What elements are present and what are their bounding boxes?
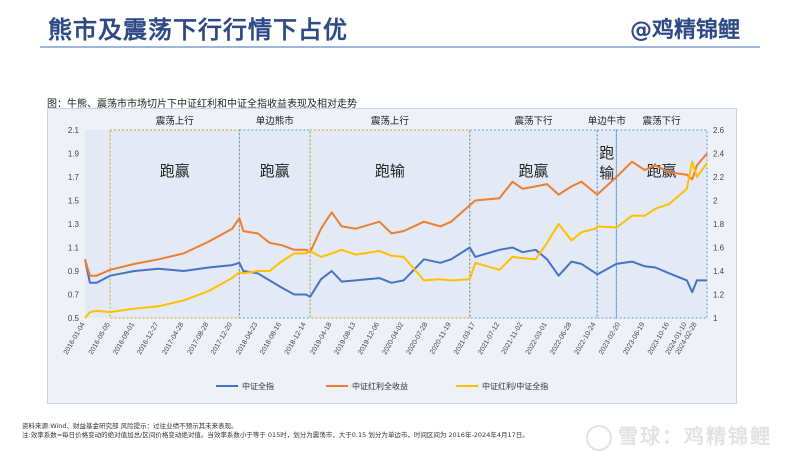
- x-tick-label: 2022-03-01: [525, 321, 549, 356]
- x-tick-label: 2017-12-20: [210, 321, 234, 356]
- header: 熊市及震荡下行行情下占优 @鸡精锦鲤: [0, 0, 800, 46]
- series-line: [84, 152, 708, 277]
- y-right-tick-label: 2.2: [713, 173, 725, 182]
- x-tick-label: 2021-11-02: [501, 321, 525, 355]
- y-right-tick-label: 1: [713, 314, 718, 323]
- region-box: [109, 129, 240, 319]
- y-right-tick-label: 2: [713, 197, 718, 206]
- region-result: 输: [599, 165, 614, 182]
- x-tick-label: 2023-02-20: [598, 321, 622, 356]
- x-tick-label: 2023-06-19: [622, 321, 646, 356]
- method-note: 注:效率系数=每日价格变动的绝对值加总/区间价格变动绝对值。当效率系数小于等于 …: [22, 431, 529, 439]
- header-divider: [40, 46, 760, 48]
- x-tick-label: 2016-01-04: [63, 321, 87, 356]
- legend-label: 中证红利/中证全指: [482, 381, 548, 391]
- region-result: 跑: [599, 145, 614, 162]
- x-tick-label: 2018-04-23: [235, 321, 259, 356]
- source-note: 资料来源:Wind、财益基金研究部 风险提示：过往业绩不预示其未来表现。: [22, 422, 238, 430]
- x-tick-label: 2022-06-28: [549, 321, 573, 356]
- region-box: [615, 129, 708, 319]
- x-tick-label: 2017-04-28: [161, 321, 185, 356]
- brand-handle: @鸡精锦鲤: [629, 18, 740, 43]
- x-tick-label: 2016-05-05: [88, 321, 112, 356]
- page-title: 熊市及震荡下行行情下占优: [48, 16, 348, 44]
- x-tick-label: 2018-12-14: [284, 321, 308, 356]
- y-right-tick-label: 1.8: [713, 220, 725, 229]
- region-result: 跑赢: [647, 163, 677, 180]
- y-left-tick-label: 1.3: [68, 220, 80, 229]
- x-tick-label: 2021-03-17: [453, 321, 477, 356]
- region-result: 跑输: [375, 163, 405, 180]
- y-left-tick-label: 1.9: [68, 150, 80, 159]
- y-right-tick-label: 1.4: [713, 267, 725, 276]
- region-label: 震荡下行: [515, 115, 554, 127]
- y-left-tick-label: 0.7: [68, 291, 80, 300]
- y-left-tick-label: 1.1: [68, 244, 80, 253]
- x-tick-label: 2016-09-01: [112, 321, 136, 356]
- region-label: 单边熊市: [256, 115, 295, 127]
- y-right-tick-label: 1.6: [713, 244, 725, 253]
- x-tick-label: 2016-12-27: [136, 321, 160, 356]
- plot-area: [85, 130, 707, 318]
- x-tick-label: 2020-04-02: [381, 321, 405, 356]
- legend-label: 中证全指: [242, 381, 274, 391]
- y-left-tick-label: 2.1: [68, 126, 80, 135]
- footnotes: 资料来源:Wind、财益基金研究部 风险提示：过往业绩不预示其未来表现。 注:效…: [22, 422, 529, 440]
- snowball-icon: [586, 424, 612, 451]
- region-box: [596, 129, 617, 319]
- x-tick-label: 2022-10-24: [574, 321, 598, 356]
- y-right-tick-label: 2.6: [713, 126, 725, 135]
- legend-label: 中证红利全收益: [352, 381, 408, 391]
- y-left-tick-label: 1.5: [68, 197, 80, 206]
- figure-caption: 图：牛熊、震荡市市场切片下中证红利和中证全指收益表现及相对走势: [47, 99, 357, 110]
- region-label: 震荡上行: [156, 115, 195, 127]
- x-tick-label: 2017-08-28: [187, 321, 211, 356]
- y-left-tick-label: 0.5: [68, 314, 80, 323]
- region-label: 单边牛市: [588, 115, 627, 127]
- x-tick-label: 2020-11-19: [429, 321, 453, 355]
- watermark-text: 雪球：鸡精锦鲤: [618, 424, 772, 448]
- x-tick-label: 2021-07-12: [477, 321, 501, 356]
- x-tick-label: 2019-08-13: [333, 321, 357, 356]
- x-tick-label: 2019-04-18: [309, 321, 333, 356]
- y-right-tick-label: 1.2: [713, 291, 725, 300]
- region-result: 跑赢: [519, 163, 549, 180]
- region-label: 震荡下行: [643, 115, 682, 127]
- y-right-tick-label: 2.4: [713, 150, 725, 159]
- y-left-tick-label: 1.7: [68, 173, 80, 182]
- x-tick-label: 2019-12-06: [357, 321, 381, 356]
- region-label: 震荡上行: [371, 115, 410, 127]
- y-left-tick-label: 0.9: [68, 267, 80, 276]
- x-tick-label: 2018-08-16: [259, 321, 283, 356]
- x-tick-label: 2020-07-28: [405, 321, 429, 356]
- region-result: 跑赢: [260, 163, 290, 180]
- watermark: 雪球：鸡精锦鲤: [586, 420, 772, 451]
- region-result: 跑赢: [160, 163, 190, 180]
- series-line: [84, 160, 708, 319]
